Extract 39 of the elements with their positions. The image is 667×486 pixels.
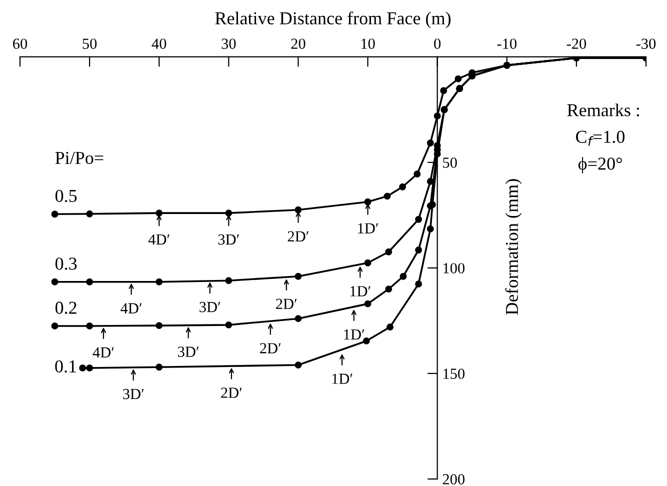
annotation: 2D′ (260, 343, 281, 354)
series-label: 0.2 (55, 302, 76, 314)
annotation: 2D′ (288, 231, 308, 242)
annotation: 4D′ (148, 234, 170, 245)
series-label: 0.3 (55, 258, 77, 270)
x-tick-label: 60 (13, 38, 28, 49)
y-tick-label: 150 (444, 368, 465, 379)
x-tick-label: 40 (152, 38, 166, 49)
annotation: 4D′ (120, 303, 142, 314)
annotation: 1D′ (332, 374, 352, 384)
x-tick-label: -30 (636, 38, 656, 49)
annotation: 3D′ (200, 302, 220, 312)
x-axis-title: Relative Distance from Face (m) (215, 12, 451, 28)
y-tick-label: 100 (444, 263, 465, 274)
annotation: 3D′ (218, 234, 239, 245)
annotation: 2D′ (276, 298, 297, 309)
annotation: 1D′ (350, 286, 370, 296)
x-tick-label: 20 (291, 38, 306, 49)
x-tick-label: -10 (497, 38, 516, 49)
series-label: 0.1 (55, 360, 76, 373)
y-tick-label: 50 (443, 158, 457, 168)
annotation: Remarks : (567, 104, 640, 116)
series-label: 0.5 (55, 190, 77, 202)
x-tick-label: 0 (434, 38, 441, 49)
annotation: 3D′ (178, 346, 199, 357)
annotation: 2D′ (221, 388, 242, 398)
annotation: C$_{f}$=1.0 (576, 130, 625, 146)
annotation: ϕ=20° (578, 157, 622, 174)
annotation: 3D′ (123, 388, 144, 400)
x-tick-label: -20 (566, 38, 586, 49)
annotation: Pi/Po= (55, 152, 104, 164)
y-axis-title: Deformation (mm) (505, 179, 522, 315)
x-tick-label: 30 (222, 38, 236, 49)
y-tick-label: 200 (442, 474, 465, 484)
x-tick-label: 50 (82, 38, 97, 49)
x-tick-label: 10 (361, 38, 375, 49)
annotation: 1D′ (344, 329, 364, 340)
annotation: 1D′ (358, 223, 378, 234)
annotation: 4D′ (92, 347, 114, 358)
